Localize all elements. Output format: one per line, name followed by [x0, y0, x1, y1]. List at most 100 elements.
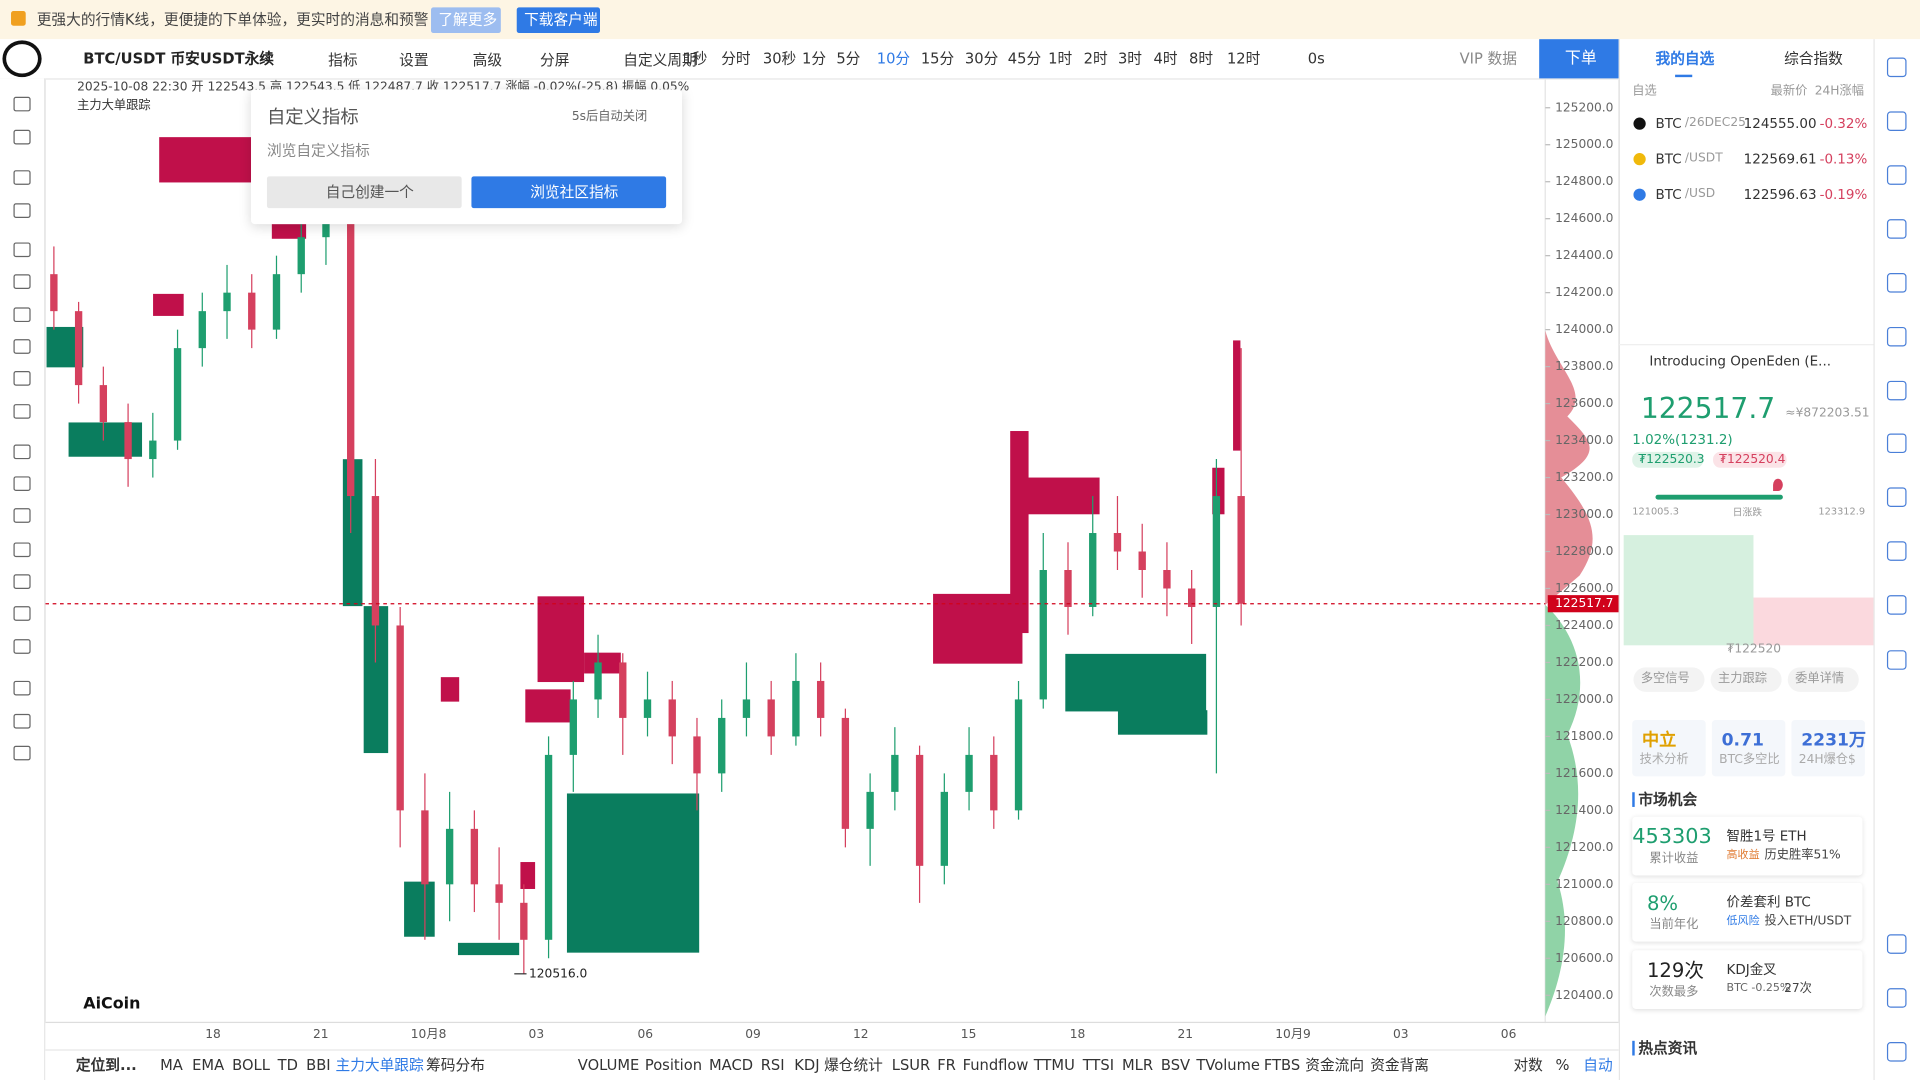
panel-button-text[interactable]: 主力跟踪 [1717, 672, 1767, 686]
tool-icon[interactable] [13, 639, 31, 654]
tool-icon[interactable] [13, 444, 31, 460]
indicator-tab[interactable]: BOLL [232, 1056, 270, 1074]
tool-icon[interactable] [13, 371, 31, 386]
period[interactable]: 4时 [1153, 50, 1178, 68]
period[interactable]: 3时 [1117, 50, 1143, 68]
indicator-tab[interactable]: MACD [708, 1056, 754, 1074]
period[interactable]: 1时 [1048, 50, 1073, 68]
pair-quote[interactable]: /USDT [1684, 151, 1723, 166]
indicator-tab[interactable]: MA [160, 1056, 183, 1074]
indicator-tab[interactable]: EMA [192, 1056, 225, 1074]
rail-icon[interactable] [1886, 595, 1907, 615]
indicator-tab[interactable]: FTBS [1263, 1056, 1301, 1074]
period[interactable]: 分时 [721, 50, 751, 68]
tool-icon[interactable] [13, 574, 31, 589]
period[interactable]: 1秒 [683, 50, 708, 68]
toolbar-item[interactable]: 高级 [472, 51, 503, 69]
tool-icon[interactable] [13, 745, 31, 761]
pair-base[interactable]: BTC [1655, 115, 1682, 132]
symbol[interactable]: BTC/USDT 币安USDT永续 [83, 50, 275, 68]
indicator-tab[interactable]: TTSI [1082, 1056, 1115, 1074]
pair-quote[interactable]: /26DEC25 [1684, 116, 1746, 130]
rail-icon[interactable] [1886, 273, 1907, 293]
indicator-tab[interactable]: Fundflow [962, 1056, 1029, 1074]
browse-text[interactable]: 浏览社区指标 [530, 183, 619, 201]
panel-button-text[interactable]: 多空信号 [1640, 672, 1690, 686]
indicator-tab[interactable]: LSUR [891, 1056, 931, 1074]
rail-icon[interactable] [1886, 487, 1907, 507]
tool-icon[interactable] [13, 606, 31, 621]
scale-option[interactable]: 自动 [1583, 1056, 1613, 1074]
learn-more-button[interactable] [431, 7, 501, 34]
period[interactable]: 8时 [1188, 50, 1214, 68]
indicator-tab[interactable]: Position [644, 1056, 703, 1074]
rail-icon[interactable] [1886, 650, 1907, 670]
vip-data[interactable]: VIP 数据 [1459, 50, 1517, 68]
indicator-tab[interactable]: FR [937, 1056, 956, 1074]
panel-button[interactable] [1787, 667, 1859, 692]
indicator-tab[interactable]: 资金背离 [1370, 1056, 1429, 1074]
indicator-tab[interactable]: VOLUME [577, 1056, 640, 1074]
tool-icon[interactable] [13, 242, 31, 258]
period[interactable]: 30秒 [762, 50, 797, 68]
period[interactable]: 45分 [1007, 50, 1042, 68]
create-text[interactable]: 自己创建一个 [325, 183, 414, 201]
opportunity-card[interactable] [1632, 882, 1863, 942]
tool-icon[interactable] [13, 96, 31, 112]
toolbar-item[interactable]: 设置 [399, 51, 429, 69]
period[interactable]: 1分 [802, 50, 827, 68]
rail-icon[interactable] [1886, 1042, 1907, 1062]
pair-quote[interactable]: /USD [1684, 187, 1716, 201]
pair-base[interactable]: BTC [1655, 186, 1682, 203]
news[interactable]: Introducing OpenEden (E... [1649, 353, 1832, 370]
locate[interactable]: 定位到... [75, 1056, 137, 1074]
download-text[interactable]: 下载客户端 [524, 11, 598, 29]
rail-icon[interactable] [1886, 165, 1907, 185]
opportunity-card[interactable] [1632, 816, 1863, 876]
panel-button[interactable] [1710, 667, 1782, 692]
rail-icon[interactable] [1886, 219, 1907, 239]
learn-more-text[interactable]: 了解更多 [438, 11, 498, 29]
indicator-tab[interactable]: MLR [1122, 1056, 1154, 1074]
indicator-tab[interactable]: 筹码分布 [426, 1056, 485, 1074]
period[interactable]: 12时 [1226, 50, 1261, 68]
tool-icon[interactable] [13, 508, 31, 523]
tab[interactable]: 综合指数 [1784, 50, 1843, 68]
period[interactable]: 2时 [1083, 50, 1108, 68]
rail-icon[interactable] [1886, 433, 1907, 454]
indicator-tab[interactable]: RSI [760, 1056, 785, 1074]
scale-option[interactable]: 对数 [1513, 1056, 1543, 1074]
toolbar-item[interactable]: 自定义周期 [623, 51, 697, 69]
indicator-tab[interactable]: KDJ [794, 1056, 820, 1074]
pair-base[interactable]: BTC [1655, 151, 1682, 168]
toolbar-item[interactable]: 指标 [328, 51, 358, 69]
indicator-tab[interactable]: 主力大单跟踪 [335, 1056, 424, 1074]
tool-icon[interactable] [13, 203, 31, 218]
rail-icon[interactable] [1886, 111, 1907, 132]
opportunity-card[interactable] [1632, 950, 1863, 1009]
tool-icon[interactable] [13, 274, 31, 289]
indicator-tab[interactable]: TVolume [1196, 1056, 1260, 1074]
rail-icon[interactable] [1886, 934, 1907, 954]
tool-icon[interactable] [13, 713, 31, 729]
indicator-tab[interactable]: BBI [306, 1056, 331, 1074]
order-text[interactable]: 下单 [1564, 49, 1597, 68]
period[interactable]: 10分 [876, 50, 911, 68]
panel-button-text[interactable]: 委单详情 [1795, 672, 1845, 686]
tool-icon[interactable] [13, 307, 31, 323]
tool-icon[interactable] [13, 129, 31, 145]
tool-icon[interactable] [13, 680, 31, 696]
tool-icon[interactable] [13, 476, 31, 492]
order-button[interactable] [1539, 39, 1619, 79]
browse-button[interactable] [471, 176, 667, 209]
rail-icon[interactable] [1886, 988, 1907, 1008]
panel-button[interactable] [1633, 667, 1705, 692]
rail-icon[interactable] [1886, 57, 1907, 78]
indicator-tab[interactable]: BSV [1160, 1056, 1191, 1074]
download-button[interactable] [516, 7, 601, 34]
indicator-tab[interactable]: TD [277, 1056, 298, 1074]
indicator-tab[interactable]: 爆仓统计 [824, 1056, 883, 1074]
speed[interactable]: 0s [1307, 50, 1325, 68]
create-button[interactable] [266, 176, 462, 209]
tool-icon[interactable] [13, 542, 31, 558]
